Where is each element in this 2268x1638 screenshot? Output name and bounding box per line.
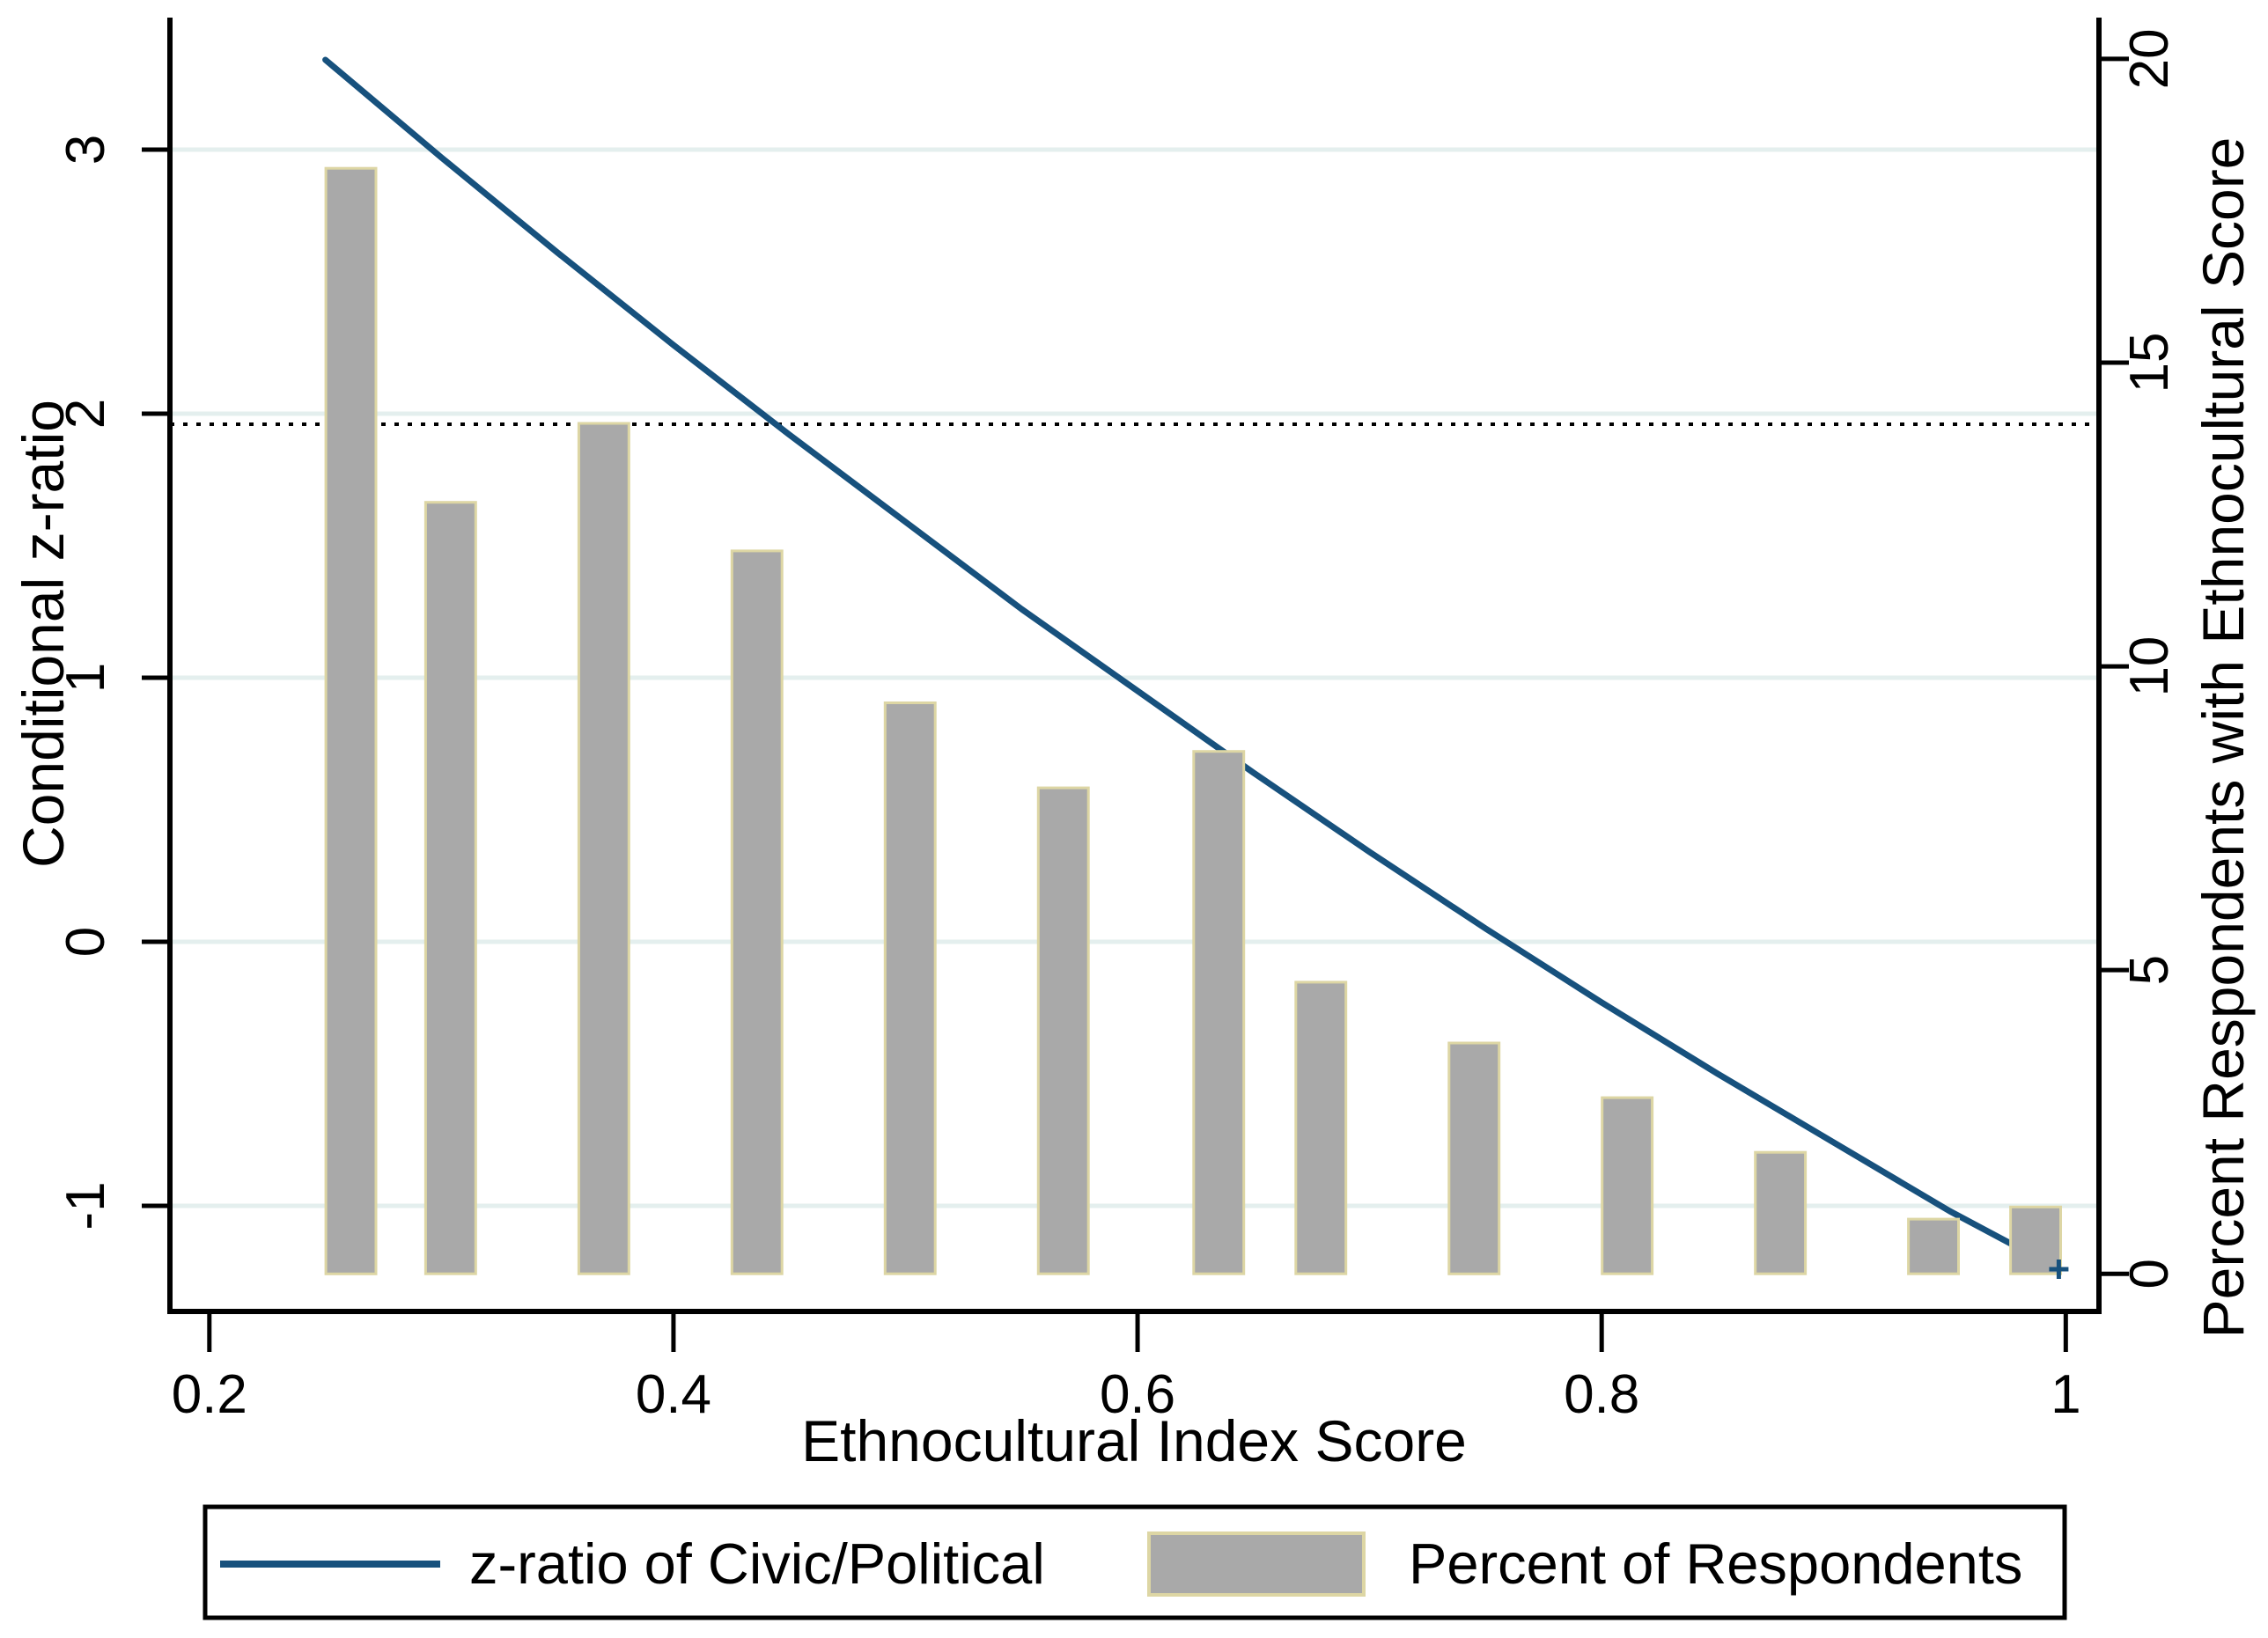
bar — [1447, 1041, 1501, 1275]
left-tick-label: -1 — [55, 1181, 116, 1230]
line-end-marker — [2049, 1260, 2069, 1279]
bar — [577, 422, 630, 1275]
x-tick-label: 0.6 — [1100, 1364, 1175, 1425]
bar — [2009, 1205, 2063, 1275]
bar — [1754, 1150, 1808, 1275]
bar — [1294, 981, 1348, 1275]
right-tick-label: 20 — [2119, 28, 2180, 89]
bar — [1601, 1096, 1654, 1275]
x-tick-label: 0.4 — [636, 1364, 711, 1425]
bar — [1192, 750, 1246, 1275]
right-tick-label: 10 — [2119, 636, 2180, 697]
legend-box — [202, 1504, 2067, 1620]
left-tick-label: 1 — [55, 663, 116, 693]
legend-bar-swatch — [1147, 1531, 1366, 1597]
bar — [324, 166, 378, 1275]
legend-label-bar: Percent of Respondents — [1409, 1531, 2022, 1596]
right-tick-label: 5 — [2119, 955, 2180, 985]
left-tick-label: 2 — [55, 399, 116, 429]
bar — [1036, 786, 1090, 1275]
legend-label-line: z-ratio of Civic/Political — [469, 1531, 1045, 1596]
right-tick-label: 15 — [2119, 333, 2180, 393]
x-tick-label: 0.2 — [172, 1364, 247, 1425]
right-axis-title: Percent Respondents with Ethnocultural S… — [2191, 137, 2256, 1339]
legend: z-ratio of Civic/Political Percent of Re… — [202, 1504, 2067, 1620]
bar — [883, 701, 937, 1275]
x-axis-title: Ethnocultural Index Score — [801, 1408, 1467, 1473]
bar — [423, 501, 477, 1275]
x-tick-label: 0.8 — [1564, 1364, 1639, 1425]
right-tick-label: 0 — [2119, 1259, 2180, 1289]
bar — [1907, 1217, 1961, 1275]
left-tick-label: 3 — [55, 135, 116, 165]
left-axis-title: Conditional z-ratio — [11, 400, 76, 868]
bar — [730, 549, 784, 1275]
grid-layer — [170, 147, 2099, 1208]
z-ratio-line — [322, 56, 2062, 1273]
x-tick-label: 1 — [2051, 1364, 2080, 1425]
series-layer — [170, 56, 2099, 1279]
left-tick-label: 0 — [55, 927, 116, 957]
